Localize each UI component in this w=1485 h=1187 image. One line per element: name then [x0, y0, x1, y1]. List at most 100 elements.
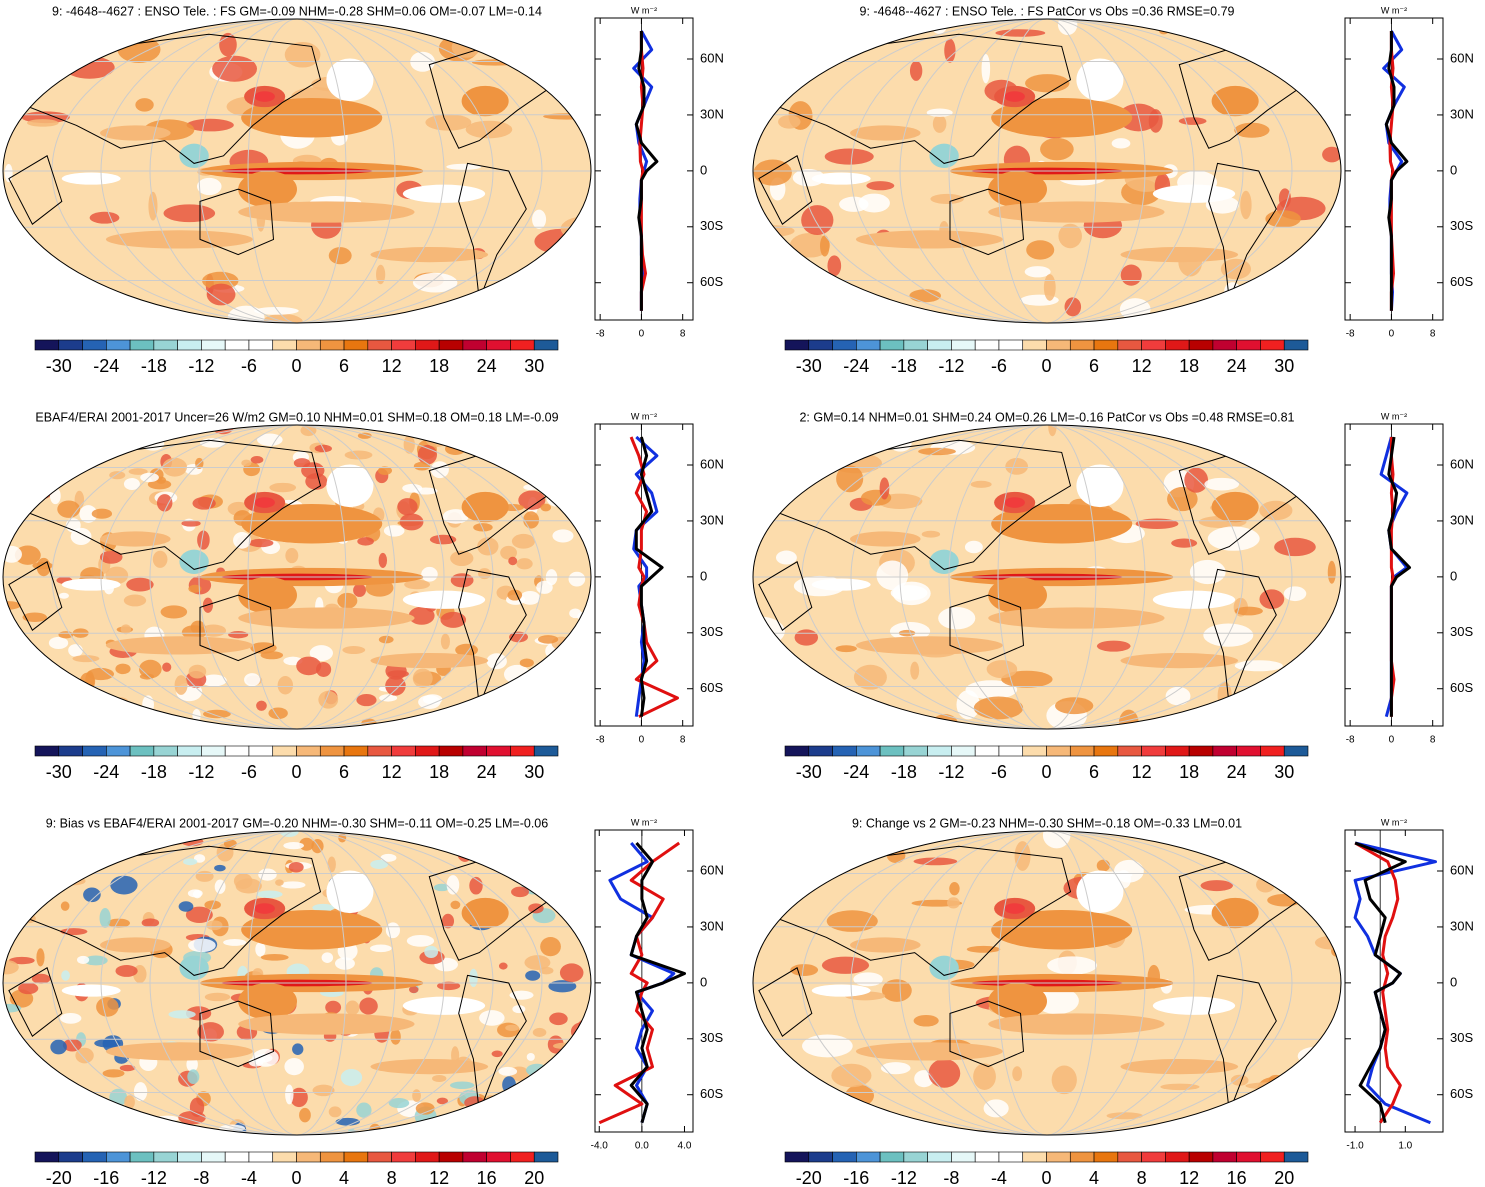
map-patch — [228, 631, 249, 639]
map-patch — [299, 1107, 311, 1123]
map-patch — [174, 675, 188, 695]
colorbar-box — [1046, 1151, 1071, 1163]
map-patch — [260, 651, 284, 660]
map-patch — [115, 663, 131, 675]
y-tick-label: 30S — [1450, 218, 1473, 233]
colorbar-box — [974, 1151, 1000, 1163]
map-field — [753, 425, 1341, 729]
map-patch — [1311, 295, 1338, 310]
colorbar-label: -24 — [843, 762, 869, 782]
map-feature — [254, 91, 275, 102]
map-patch — [1283, 586, 1307, 602]
colorbar-label: 20 — [524, 1168, 544, 1187]
map-feature — [850, 125, 921, 141]
map-patch — [450, 550, 474, 567]
coastline — [949, 594, 1025, 662]
map-feature — [1076, 58, 1124, 102]
map-patch — [1291, 879, 1332, 902]
map-patch — [511, 886, 529, 898]
map-feature — [1120, 653, 1239, 669]
map-feature — [100, 531, 171, 547]
colorbar-box — [177, 1151, 202, 1163]
map-patch — [403, 435, 415, 454]
map-grid — [149, 831, 445, 1135]
map-patch — [839, 196, 869, 212]
coastline — [949, 188, 1025, 256]
map-patch — [559, 963, 584, 983]
colorbar-box — [927, 1151, 952, 1163]
map-patch — [285, 548, 299, 564]
map-patch — [450, 900, 461, 910]
map-feature — [855, 230, 1003, 249]
colorbar-box — [510, 745, 535, 757]
map-patch — [563, 850, 579, 863]
colorbar-box — [856, 339, 881, 351]
colorbar-box — [1236, 339, 1261, 351]
map-feature — [402, 184, 486, 203]
colorbar-label: -12 — [141, 1168, 167, 1187]
y-tick-label: 30S — [700, 624, 723, 639]
map-feature — [100, 125, 171, 141]
map-patch — [21, 452, 42, 464]
map-feature — [238, 577, 297, 614]
y-tick-label: 0 — [700, 162, 707, 177]
colorbar-box — [438, 745, 464, 757]
map-patch — [970, 480, 992, 488]
map-patch — [549, 1012, 568, 1026]
map-patch — [178, 901, 194, 912]
zonal-line — [629, 436, 679, 719]
map-patch — [790, 964, 819, 976]
x-tick-label: 0 — [639, 329, 645, 340]
coastline — [199, 188, 275, 256]
colorbar-label: 6 — [1089, 762, 1099, 782]
colorbar-box — [153, 745, 178, 757]
map-patch — [500, 545, 517, 560]
map-patch — [206, 283, 236, 306]
map-patch — [133, 1082, 148, 1102]
map-patch — [328, 247, 352, 265]
map-feature — [370, 247, 489, 263]
map-patch — [788, 23, 831, 54]
colorbar-box — [177, 339, 202, 351]
map-patch — [788, 282, 816, 309]
map-patch — [190, 620, 206, 635]
map-feature — [254, 903, 275, 914]
map-patch — [1043, 274, 1056, 301]
map-patch — [299, 837, 314, 851]
map-patch — [96, 997, 119, 1017]
coastline — [949, 1000, 1025, 1068]
map-feature — [370, 653, 489, 669]
map-feature — [1211, 897, 1259, 929]
map-feature — [1211, 85, 1259, 117]
map-patch — [192, 889, 202, 899]
colorbar-box — [1260, 1151, 1285, 1163]
colorbar-box — [1022, 1151, 1047, 1163]
map-patch — [356, 1102, 372, 1118]
map-patch — [109, 471, 126, 480]
colorbar-box — [533, 1151, 559, 1163]
map-patch — [39, 268, 51, 294]
map-patch — [436, 981, 461, 991]
map-feature — [1152, 996, 1236, 1015]
map-patch — [86, 705, 97, 716]
map-patch — [223, 939, 247, 946]
map-patch — [425, 114, 472, 131]
map-patch — [254, 307, 299, 315]
map-feature — [326, 58, 374, 102]
colorbar-box — [34, 1151, 60, 1163]
colorbar-box — [462, 339, 487, 351]
colorbar-box — [832, 1151, 857, 1163]
map-patch — [552, 529, 574, 543]
map-patch — [301, 462, 325, 479]
map-patch — [511, 533, 536, 549]
map-patch — [782, 456, 802, 465]
map-feature — [238, 201, 415, 223]
map-feature — [1120, 247, 1239, 263]
map-feature — [241, 910, 383, 950]
map-feature — [1076, 870, 1124, 914]
x-tick-label: -8 — [1346, 735, 1355, 746]
map-patch — [9, 1093, 28, 1107]
colorbar-label: -18 — [891, 762, 917, 782]
map-patch — [356, 693, 377, 707]
map-patch — [162, 662, 172, 672]
